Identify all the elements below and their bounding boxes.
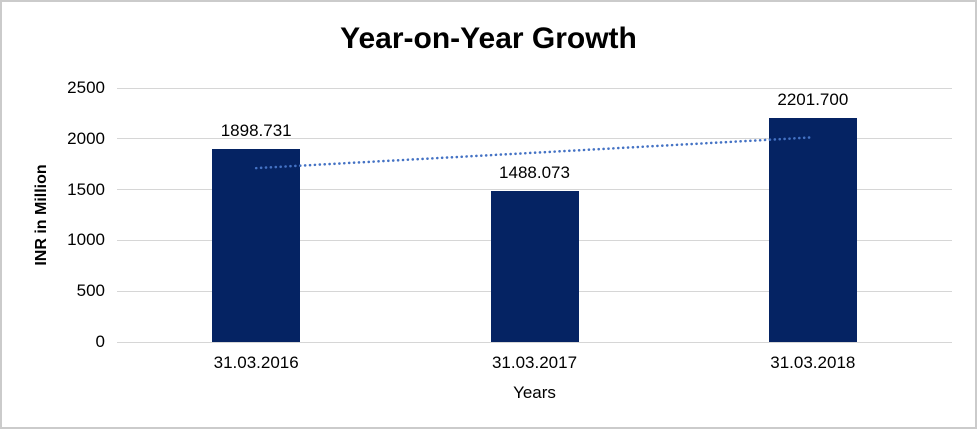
bar-value-label: 2201.700 (777, 90, 849, 110)
y-tick-label: 500 (76, 281, 105, 301)
bar-value-label: 1488.073 (499, 162, 570, 182)
x-tick-label: 31.03.2016 (213, 353, 299, 372)
bar (212, 149, 301, 342)
x-tick-label: 31.03.2018 (770, 353, 856, 372)
y-tick-label: 2000 (67, 128, 105, 148)
x-axis-title: Years (513, 383, 556, 402)
y-tick-label: 1500 (67, 179, 105, 199)
bar (490, 190, 579, 342)
y-tick-label: 1000 (67, 230, 105, 250)
gridline (117, 189, 952, 191)
chart-title: Year-on-Year Growth (340, 22, 637, 55)
x-tick-label: 31.03.2017 (491, 353, 578, 372)
y-tick-label: 2500 (67, 78, 105, 97)
bar-value-label: 1898.731 (220, 121, 292, 141)
bar (768, 118, 857, 342)
gridline (117, 87, 952, 89)
gridline (117, 341, 952, 343)
y-tick-label: 0 (95, 332, 105, 351)
